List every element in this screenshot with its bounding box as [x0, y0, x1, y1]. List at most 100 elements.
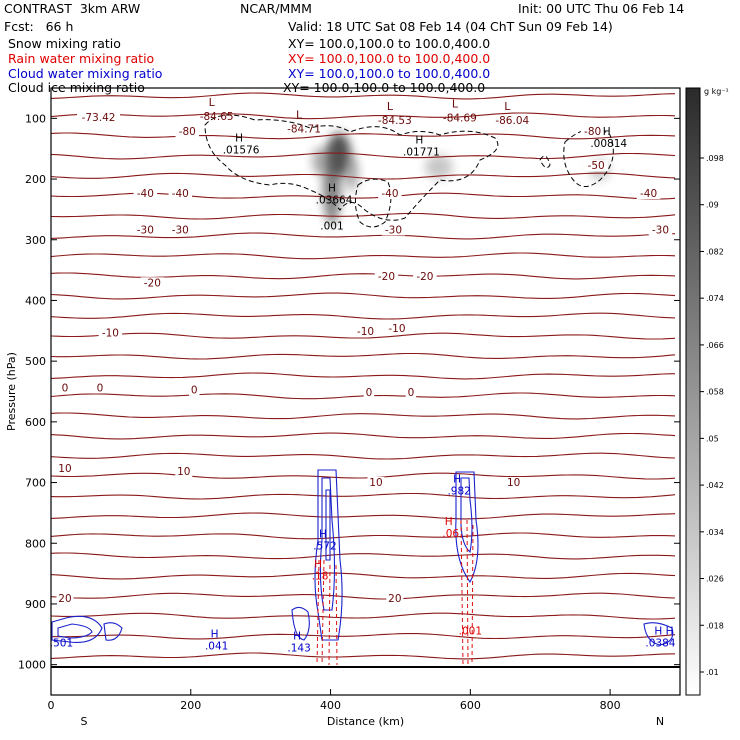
temp-label-bg [580, 126, 605, 138]
temp-label: 0 [191, 385, 198, 397]
temp-label-bg [133, 224, 158, 236]
rain-contours [316, 519, 474, 666]
isotherm-line [51, 532, 676, 540]
high-marker-value: .0384 [645, 637, 675, 649]
colorbar-tick-label: .074 [706, 294, 724, 303]
y-axis-label: Pressure (hPa) [5, 352, 18, 431]
isotherm-line [51, 572, 676, 580]
high-marker-tag: H [319, 528, 327, 540]
colorbar-tick-label: .09 [706, 201, 719, 210]
x-end-label-left: S [81, 715, 88, 728]
y-tick-label: 600 [25, 416, 46, 429]
plot-area: -73.42 -80 -80 -50 -40 -40 -40 -40 -30 -30 -30 -30 -… [51, 92, 676, 666]
temp-label: 0 [366, 387, 373, 399]
low-marker-tag: L [504, 100, 511, 113]
high-marker-tag: H [415, 134, 423, 146]
temp-label-bg [175, 466, 193, 478]
cloud-water-contour [57, 623, 93, 639]
low-marker-value: -84.65 [200, 111, 234, 123]
temp-label-bg [378, 188, 402, 200]
x-end-label-right: N [656, 715, 664, 728]
isotherm-line [51, 332, 676, 340]
isotherm-line [51, 392, 676, 400]
high-marker-value: .03664 [316, 194, 353, 206]
high-marker-tag: H [314, 559, 322, 571]
low-marker-tag: L [387, 100, 394, 113]
isotherm-line [51, 132, 676, 140]
colorbar-tick-label: .05 [706, 434, 719, 443]
temp-label-bg [133, 188, 158, 200]
temp-label: 10 [177, 466, 190, 478]
colorbar-tick-label: .01 [706, 668, 719, 677]
field-name-cloud-water: Cloud water mixing ratio [8, 66, 163, 81]
field-name-snow: Snow mixing ratio [8, 36, 121, 51]
high-marker-value: .18 [312, 571, 329, 583]
x-tick-label: 400 [320, 699, 341, 712]
forecast-label: Fcst: [4, 19, 34, 34]
temp-label: 10 [58, 463, 71, 475]
high-marker-value: .01771 [403, 146, 440, 158]
temp-label-bg [168, 224, 193, 236]
isotherm-lines [51, 92, 676, 660]
temp-label-bg [648, 224, 673, 236]
ice-shade [312, 146, 329, 175]
temp-label-bg [385, 322, 409, 334]
temp-label-bg [56, 592, 74, 604]
temp-label: -80 [179, 126, 196, 138]
temp-label: -10 [102, 328, 119, 340]
temp-label-bg [175, 126, 200, 138]
model-name: CONTRAST 3km ARW [4, 1, 140, 16]
colorbar-ticks: .01 .018 .026 .034 .042 .05 .058 .066 .074 .082 .0… [700, 154, 724, 677]
isotherm-line [51, 552, 676, 560]
y-tick-label: 300 [25, 234, 46, 247]
colorbar-ramp [685, 87, 701, 696]
snow-contour [354, 178, 392, 228]
low-marker-tag: L [452, 97, 459, 110]
model-resolution: 3km ARW [79, 1, 141, 16]
valid-time: Valid: 18 UTC Sat 08 Feb 14 (04 ChT Sun … [288, 19, 613, 34]
isotherm-line [51, 612, 676, 620]
field-name-rain: Rain water mixing ratio [8, 51, 155, 66]
isotherm-line [51, 512, 676, 520]
cloud-water-contour [314, 469, 343, 641]
cloud-water-contour [319, 477, 336, 611]
field-xy-cloud-water: XY= 100.0,100.0 to 100.0,400.0 [288, 66, 491, 81]
temp-label-bg [59, 382, 71, 394]
colorbar-tick-label: .082 [706, 247, 724, 256]
colorbar: .01 .018 .026 .034 .042 .05 .058 .066 .074 .082 .0… [685, 87, 729, 696]
field-xy-rain: XY= 100.0,100.0 to 100.0,400.0 [288, 51, 491, 66]
isotherm-line [51, 372, 676, 380]
temp-label: -20 [378, 271, 395, 283]
high-marker-tag: H [328, 182, 336, 194]
high-marker-tag: H [293, 630, 301, 642]
isotherm-line [51, 412, 676, 420]
isotherm-line [51, 632, 676, 640]
temp-label: -40 [137, 188, 154, 200]
colorbar-unit: g kg⁻¹ [704, 87, 729, 96]
temp-label-bg [140, 277, 165, 289]
temp-label: -80 [584, 126, 601, 138]
low-marker-value: -84.69 [443, 112, 477, 124]
high-marker-value: .001 [320, 220, 343, 232]
x-tick-label: 0 [48, 699, 55, 712]
temp-label: 0 [62, 382, 69, 394]
temp-label: 20 [388, 593, 401, 605]
temp-label-bg [374, 271, 399, 283]
colorbar-tick-label: .018 [706, 621, 724, 630]
y-tick-label: 900 [25, 598, 46, 611]
cloud-water-contour [51, 615, 103, 643]
isotherm-line [51, 432, 676, 440]
temp-label: -30 [172, 224, 189, 236]
temp-label-bg [98, 327, 123, 339]
field-xy-snow: XY= 100.0,100.0 to 100.0,400.0 [288, 36, 491, 51]
temp-label: -30 [137, 224, 154, 236]
temp-label: 20 [58, 593, 71, 605]
isotherm-line [51, 212, 676, 220]
high-marker-value: .041 [205, 640, 228, 652]
isotherm-line [51, 172, 676, 180]
cloud-water-contours [51, 469, 674, 646]
snow-contour [539, 155, 551, 169]
isotherm-line [51, 592, 676, 600]
low-marker-value: -84.71 [287, 123, 321, 135]
